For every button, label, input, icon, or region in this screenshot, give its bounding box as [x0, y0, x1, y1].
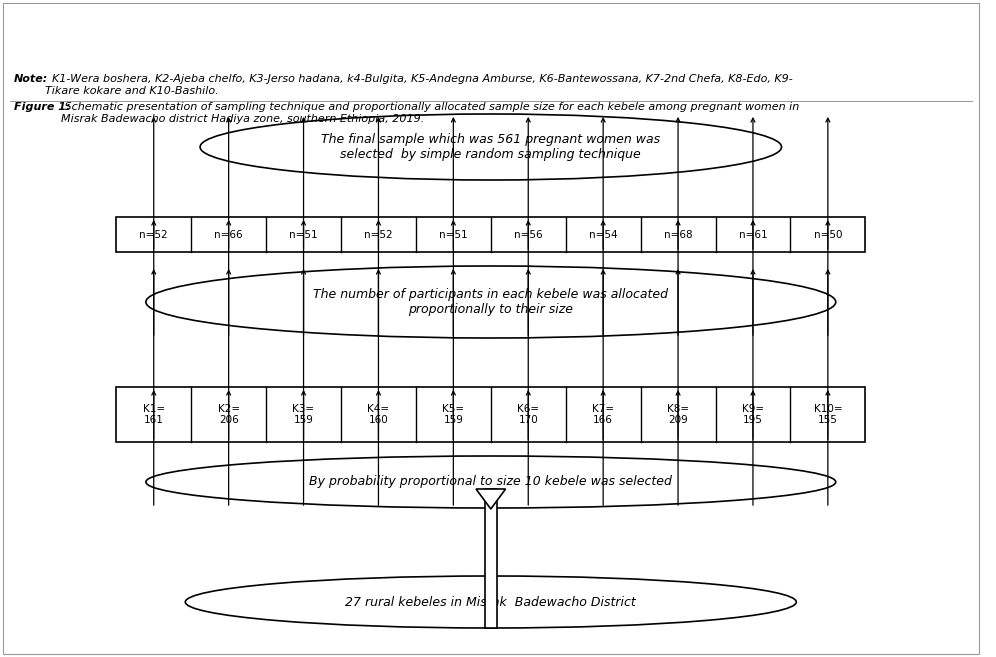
Text: n=68: n=68: [663, 229, 692, 240]
Text: Note:: Note:: [14, 74, 48, 84]
Text: n=52: n=52: [365, 229, 392, 240]
Ellipse shape: [145, 456, 836, 508]
Text: n=66: n=66: [214, 229, 243, 240]
Text: n=56: n=56: [514, 229, 543, 240]
Text: K5=
159: K5= 159: [442, 403, 464, 425]
Ellipse shape: [185, 576, 797, 628]
Polygon shape: [476, 489, 506, 509]
Text: By probability proportional to size 10 kebele was selected: By probability proportional to size 10 k…: [310, 476, 672, 489]
Text: The number of participants in each kebele was allocated
proportionally to their : The number of participants in each kebel…: [314, 288, 668, 316]
Ellipse shape: [145, 266, 836, 338]
Text: K7=
166: K7= 166: [592, 403, 615, 425]
Ellipse shape: [200, 114, 782, 180]
Text: K3=
159: K3= 159: [293, 403, 315, 425]
Text: n=50: n=50: [814, 229, 842, 240]
Text: n=51: n=51: [289, 229, 318, 240]
Text: The final sample which was 561 pregnant women was
selected  by simple random sam: The final sample which was 561 pregnant …: [322, 133, 660, 161]
Text: Figure 1:: Figure 1:: [14, 102, 71, 112]
Text: n=52: n=52: [139, 229, 168, 240]
FancyBboxPatch shape: [117, 217, 866, 252]
FancyBboxPatch shape: [117, 387, 866, 442]
Text: K8=
209: K8= 209: [667, 403, 689, 425]
Text: K9=
195: K9= 195: [742, 403, 764, 425]
Text: K1-Wera boshera, K2-Ajeba chelfo, K3-Jerso hadana, k4-Bulgita, K5-Andegna Amburs: K1-Wera boshera, K2-Ajeba chelfo, K3-Jer…: [46, 74, 793, 96]
Text: n=61: n=61: [739, 229, 767, 240]
Text: K2=
206: K2= 206: [217, 403, 240, 425]
Text: K6=
170: K6= 170: [517, 403, 539, 425]
Text: K4=
160: K4= 160: [368, 403, 389, 425]
Text: K10=
155: K10= 155: [814, 403, 843, 425]
Text: K1=
161: K1= 161: [142, 403, 164, 425]
FancyBboxPatch shape: [485, 489, 497, 628]
Text: n=54: n=54: [589, 229, 618, 240]
Text: 27 rural kebeles in Misrak  Badewacho District: 27 rural kebeles in Misrak Badewacho Dis…: [346, 595, 636, 608]
Text: Schematic presentation of sampling technique and proportionally allocated sample: Schematic presentation of sampling techn…: [61, 102, 800, 124]
Text: n=51: n=51: [439, 229, 468, 240]
